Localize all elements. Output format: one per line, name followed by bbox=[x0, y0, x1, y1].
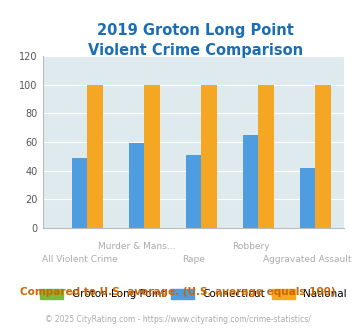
Bar bbox=[300, 168, 315, 228]
Bar bbox=[243, 135, 258, 228]
Bar bbox=[258, 85, 274, 228]
Text: All Violent Crime: All Violent Crime bbox=[42, 255, 117, 264]
Bar bbox=[87, 85, 103, 228]
Bar bbox=[315, 85, 331, 228]
Text: Murder & Mans...: Murder & Mans... bbox=[98, 242, 175, 250]
Text: Aggravated Assault: Aggravated Assault bbox=[263, 255, 352, 264]
Text: © 2025 CityRating.com - https://www.cityrating.com/crime-statistics/: © 2025 CityRating.com - https://www.city… bbox=[45, 314, 310, 324]
Text: 2019 Groton Long Point: 2019 Groton Long Point bbox=[97, 23, 294, 38]
Bar bbox=[186, 155, 201, 228]
Text: Violent Crime Comparison: Violent Crime Comparison bbox=[88, 43, 303, 58]
Bar bbox=[144, 85, 159, 228]
Bar bbox=[201, 85, 217, 228]
Text: Rape: Rape bbox=[182, 255, 205, 264]
Bar bbox=[129, 143, 144, 228]
Legend: Groton Long Point, Connecticut, National: Groton Long Point, Connecticut, National bbox=[36, 284, 351, 303]
Text: Robbery: Robbery bbox=[232, 242, 269, 250]
Text: Compared to U.S. average. (U.S. average equals 100): Compared to U.S. average. (U.S. average … bbox=[20, 287, 335, 297]
Bar bbox=[72, 158, 87, 228]
